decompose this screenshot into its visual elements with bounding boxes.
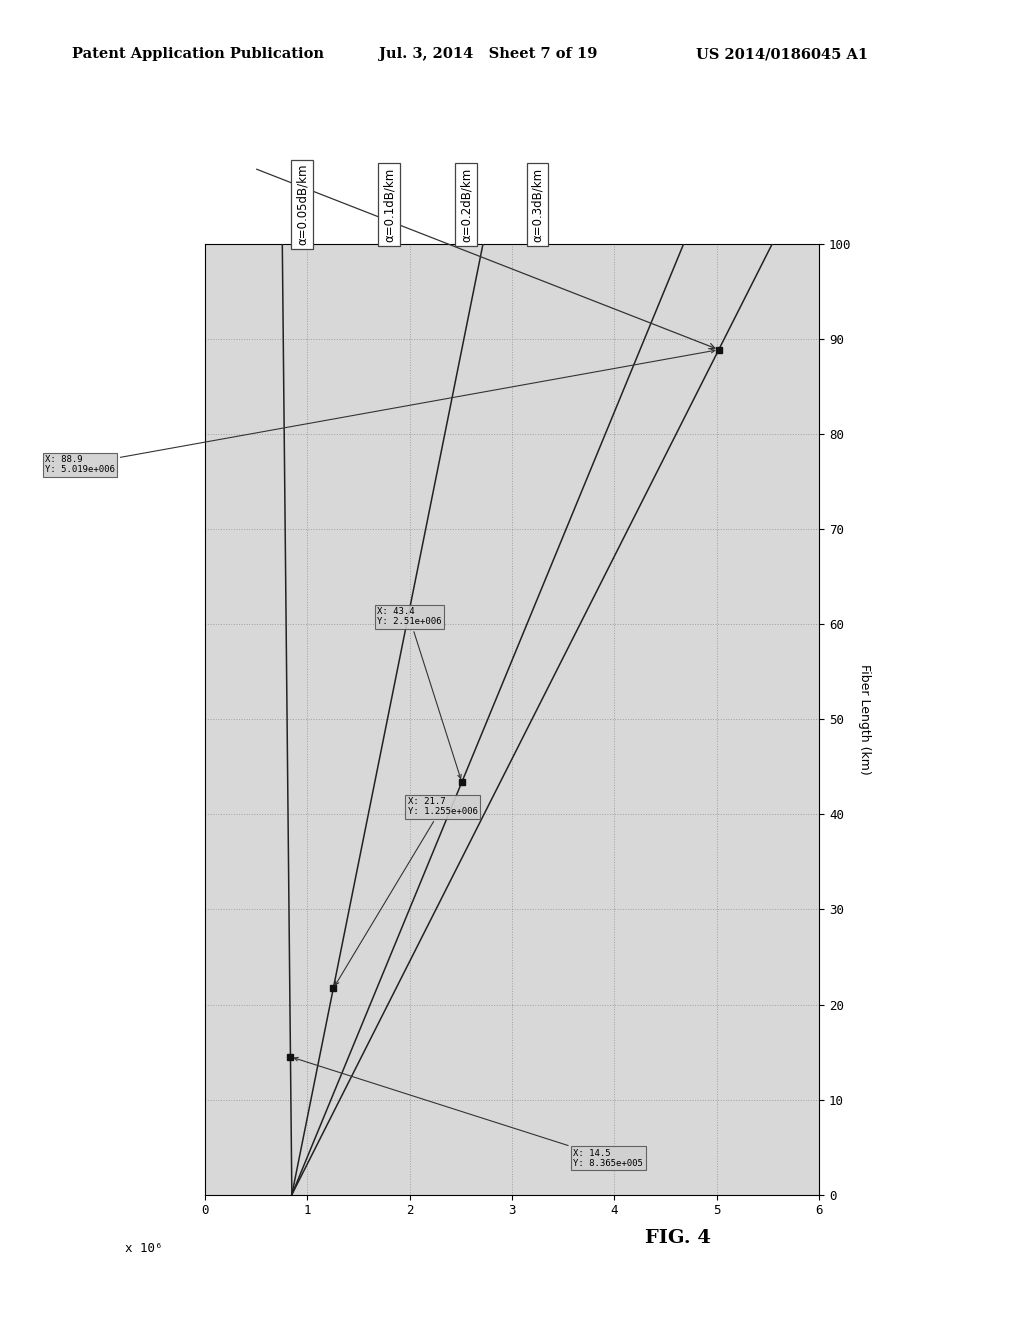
- Text: X: 88.9
Y: 5.019e+006: X: 88.9 Y: 5.019e+006: [45, 350, 715, 474]
- Text: X: 14.5
Y: 8.365e+005: X: 14.5 Y: 8.365e+005: [294, 1057, 643, 1168]
- Text: α=0.05dB/km: α=0.05dB/km: [296, 164, 308, 246]
- Text: X: 43.4
Y: 2.51e+006: X: 43.4 Y: 2.51e+006: [377, 607, 461, 779]
- Text: FIG. 4: FIG. 4: [645, 1229, 711, 1247]
- Text: α=0.2dB/km: α=0.2dB/km: [460, 168, 472, 242]
- Text: US 2014/0186045 A1: US 2014/0186045 A1: [696, 48, 868, 61]
- Text: α=0.3dB/km: α=0.3dB/km: [531, 168, 544, 242]
- Text: Jul. 3, 2014   Sheet 7 of 19: Jul. 3, 2014 Sheet 7 of 19: [379, 48, 597, 61]
- Text: X: 21.7
Y: 1.255e+006: X: 21.7 Y: 1.255e+006: [336, 797, 477, 985]
- Y-axis label: Fiber Length (km): Fiber Length (km): [858, 664, 870, 775]
- Text: α=0.1dB/km: α=0.1dB/km: [383, 168, 395, 242]
- Text: x 10⁶: x 10⁶: [125, 1242, 163, 1255]
- Text: Patent Application Publication: Patent Application Publication: [72, 48, 324, 61]
